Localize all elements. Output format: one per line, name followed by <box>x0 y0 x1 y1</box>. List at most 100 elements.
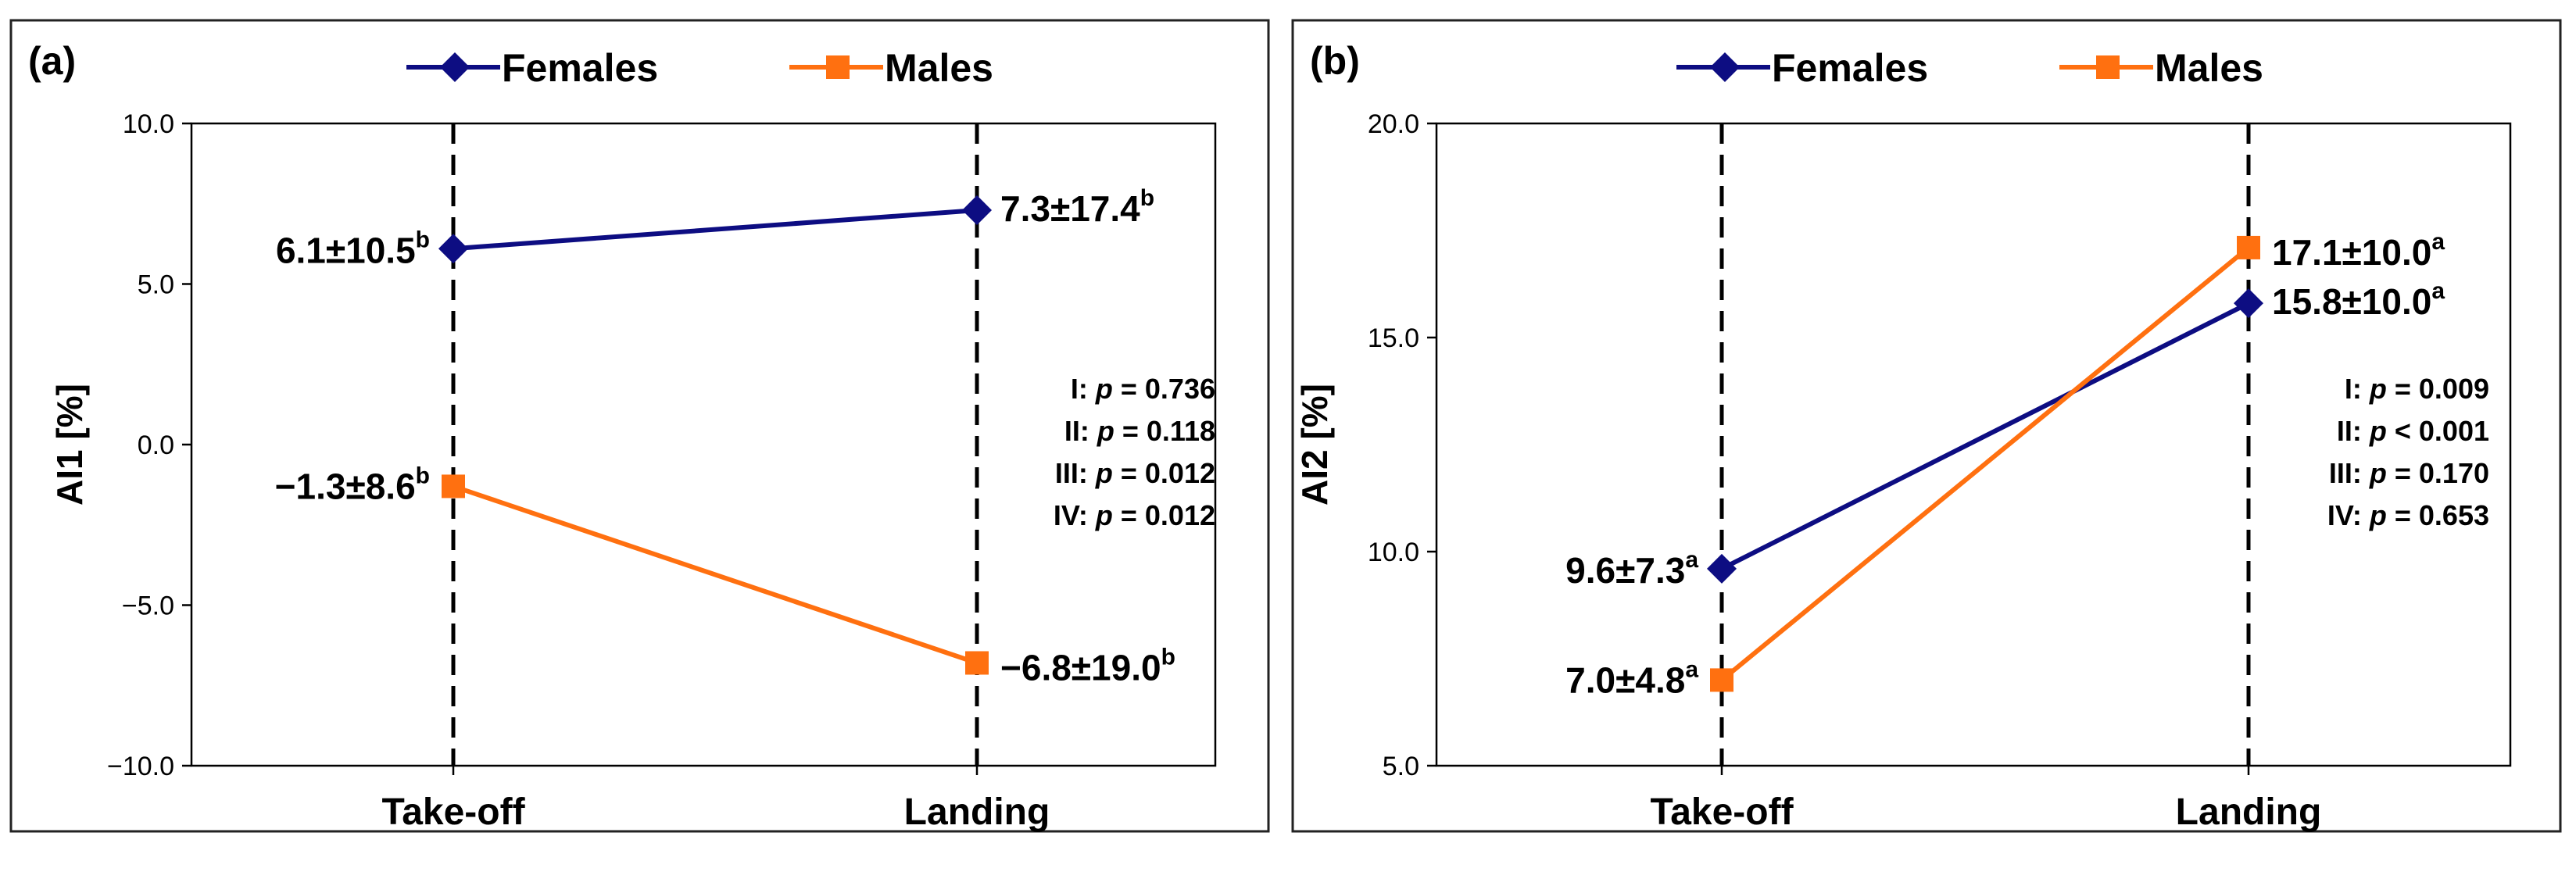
data-point <box>1707 553 1737 584</box>
data-label: 7.3±17.4b <box>1000 185 1154 229</box>
data-label-superscript: b <box>416 463 430 488</box>
stats-label: I: <box>1071 373 1088 405</box>
data-point <box>442 474 465 498</box>
panel-b: (b) 20.0 15.0 10.0 5.0 AI2 [%] Take-off Landing… <box>1291 19 2562 833</box>
data-point <box>1710 668 1733 692</box>
stats-value: = 0.170 <box>2395 457 2489 489</box>
stats-line: III: p = 0.170 <box>2329 457 2489 489</box>
legend-marker <box>826 55 850 79</box>
data-label: 6.1±10.5b <box>276 227 430 270</box>
data-label: 7.0±4.8a <box>1565 656 1698 700</box>
stats-p-symbol: p <box>1095 499 1113 531</box>
stats-value: = 0.653 <box>2395 499 2489 531</box>
data-label-value: 9.6±7.3 <box>1565 550 1685 591</box>
y-tick-label: 20.0 <box>1368 109 1419 139</box>
legend: Females Males <box>406 46 993 90</box>
stats-p-symbol: p <box>2369 415 2387 447</box>
data-label-value: −1.3±8.6 <box>275 466 416 506</box>
data-label: −6.8±19.0b <box>1000 644 1175 688</box>
data-label-value: 6.1±10.5 <box>276 230 416 270</box>
stats-line: III: p = 0.012 <box>1055 457 1215 489</box>
data-label-superscript: b <box>1161 644 1175 670</box>
legend: Females Males <box>1676 46 2263 90</box>
stats-label: III: <box>1055 457 1088 489</box>
stats-value: = 0.009 <box>2395 373 2489 405</box>
panel-frame <box>9 19 1270 833</box>
data-point <box>965 651 989 675</box>
data-label-value: 17.1±10.0 <box>2272 232 2431 273</box>
series-females: 6.1±10.5b7.3±17.4b <box>276 185 1154 270</box>
plot-area <box>1435 122 2512 767</box>
data-label-superscript: a <box>1685 547 1698 573</box>
x-tick-label: Take-off <box>1650 791 1794 833</box>
data-label-superscript: b <box>1140 185 1154 211</box>
data-point <box>962 195 992 225</box>
y-tick-label: 0.0 <box>138 431 174 460</box>
stats-label: IV: <box>1054 499 1088 531</box>
x-tick-label: Landing <box>904 791 1050 833</box>
stats-p-symbol: p <box>2369 457 2387 489</box>
stats-line: II: p < 0.001 <box>2337 415 2489 447</box>
x-tick-label: Take-off <box>381 791 525 833</box>
y-tick-label: 10.0 <box>1368 538 1419 567</box>
y-tick-label: 15.0 <box>1368 323 1419 353</box>
y-axis-label: AI1 [%] <box>49 384 90 506</box>
stats-label: IV: <box>2327 499 2362 531</box>
data-label-value: 15.8±10.0 <box>2272 281 2431 322</box>
data-point <box>2234 288 2263 319</box>
legend-entry: Females <box>502 46 658 90</box>
data-label-superscript: a <box>2431 229 2445 255</box>
y-tick-label: −5.0 <box>122 591 174 621</box>
stats-line: I: p = 0.009 <box>2345 373 2489 405</box>
data-label: 17.1±10.0a <box>2272 229 2445 273</box>
y-tick-label: 10.0 <box>123 109 174 139</box>
stats-value: < 0.001 <box>2395 415 2489 447</box>
series-line <box>1720 245 2250 682</box>
data-label-superscript: a <box>1685 656 1698 682</box>
stats-line: IV: p = 0.653 <box>2327 499 2489 531</box>
data-label-superscript: a <box>2431 278 2445 304</box>
stats-value: = 0.012 <box>1121 499 1215 531</box>
panel-frame <box>1291 19 2562 833</box>
stats-label: I: <box>2345 373 2362 405</box>
data-label-superscript: b <box>416 227 430 252</box>
stats-line: IV: p = 0.012 <box>1054 499 1215 531</box>
legend-entry: Males <box>2155 46 2263 90</box>
stats-p-symbol: p <box>1097 415 1114 447</box>
stats-label: II: <box>1064 415 1089 447</box>
x-tick-label: Landing <box>2176 791 2322 833</box>
stats-value: = 0.736 <box>1121 373 1215 405</box>
stats-label: II: <box>2337 415 2362 447</box>
stats-p-symbol: p <box>1095 457 1113 489</box>
data-label: 9.6±7.3a <box>1565 547 1698 591</box>
data-point <box>438 234 468 264</box>
stats-p-symbol: p <box>2369 499 2387 531</box>
y-tick-label: 5.0 <box>1383 752 1419 781</box>
legend-entry: Females <box>1772 46 1928 90</box>
series-line <box>453 484 978 666</box>
stats-p-symbol: p <box>1095 373 1113 405</box>
series-line <box>1720 301 2250 571</box>
stats-p-symbol: p <box>2369 373 2387 405</box>
legend-marker <box>2096 55 2120 79</box>
y-axis-label: AI2 [%] <box>1294 384 1335 506</box>
legend-marker <box>440 52 470 82</box>
stats-value: = 0.118 <box>1122 415 1215 447</box>
legend-marker <box>1710 52 1740 82</box>
stats-label: III: <box>2329 457 2362 489</box>
panel-label: (b) <box>1310 39 1360 83</box>
series-males: −1.3±8.6b−6.8±19.0b <box>275 463 1175 688</box>
panel-a: (a) 10.0 5.0 0.0 −5.0 −10.0 AI1 [%] Take-off Lan… <box>9 19 1270 833</box>
data-label-value: −6.8±19.0 <box>1000 647 1161 688</box>
y-tick-label: 5.0 <box>138 270 174 300</box>
legend-entry: Males <box>885 46 993 90</box>
data-label-value: 7.0±4.8 <box>1565 659 1685 700</box>
series-line <box>453 207 978 252</box>
stats-line: I: p = 0.736 <box>1071 373 1215 405</box>
y-tick-label: −10.0 <box>107 752 174 781</box>
